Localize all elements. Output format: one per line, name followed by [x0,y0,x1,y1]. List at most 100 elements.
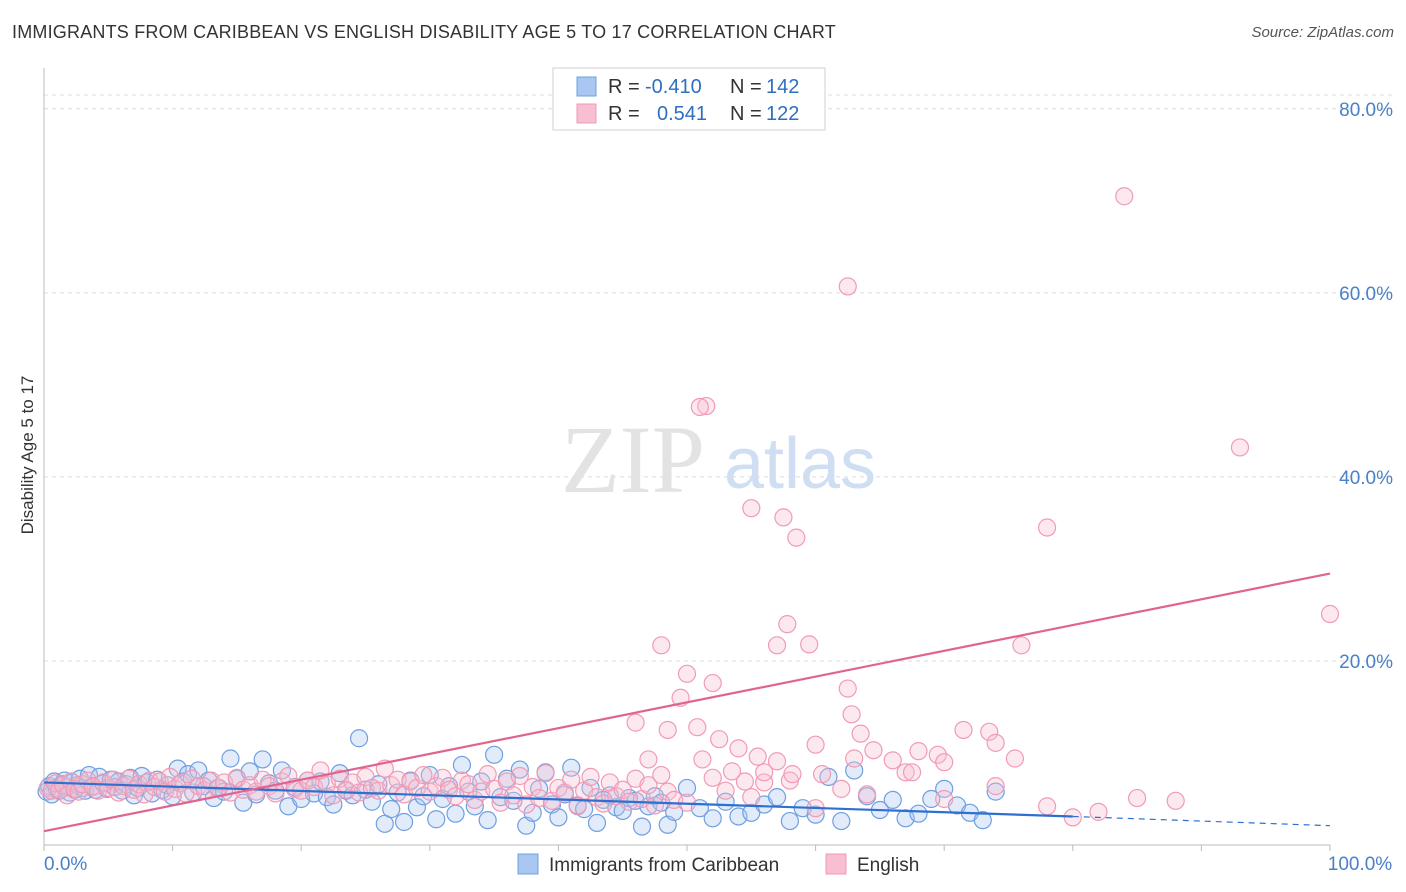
legend-swatch-english [576,103,597,124]
english-high-point-38 [980,722,999,741]
english-high-point-0 [838,277,857,296]
immigrants-point-73 [388,783,407,802]
watermark: ZIP atlas [561,406,876,513]
english-high-point-35 [864,741,883,760]
grid-lines [44,94,1392,662]
english-point-112 [755,773,774,792]
y-axis-tick-labels: 20.0% 40.0% 60.0% 80.0% [1339,100,1393,673]
english-high-point-9 [1012,636,1031,655]
immigrants-point-136 [922,789,941,809]
bottom-legend-label-english: English [857,855,919,876]
english-high-point-36 [883,751,902,770]
legend-box [552,67,826,131]
english-high-point-30 [693,750,712,769]
english-high-point-24 [806,735,825,754]
english-high-point-29 [688,718,707,737]
english-high-point-14 [652,636,671,655]
english-point-87 [549,778,568,798]
immigrants-point-87 [478,811,497,830]
immigrants-point-49 [234,793,253,812]
english-point-114 [857,785,877,804]
immigrants-point-74 [394,812,414,832]
english-point-109 [832,779,851,798]
immigrants-point-111 [632,817,652,836]
immigrants-point-124 [767,788,787,807]
immigrants-point-127 [806,805,825,824]
legend-r-value-2: 0.541 [657,103,707,125]
immigrants-point-133 [883,790,902,810]
english-high-point-27 [626,713,645,732]
english-high-point-45 [812,765,832,784]
immigrants-point-129 [832,811,851,831]
english-high-point-10 [778,615,797,634]
x-tick-label-0: 0.0% [44,854,87,875]
trend-line-immigrants [43,781,1073,818]
english-high-point-46 [851,724,870,743]
english-point-103 [652,765,671,785]
english-high-point-1 [1115,187,1134,206]
english-point-120 [1127,788,1147,808]
legend-r-label-1: R = [608,76,640,98]
english-high-point-11 [767,636,787,655]
english-high-point-6 [742,499,761,518]
english-high-point-41 [1063,808,1082,827]
x-tick-label-1: 100.0% [1328,854,1393,875]
english-point-90 [568,797,587,816]
bottom-legend-swatch-english [825,853,847,875]
bottom-legend-swatch-immigrants [517,853,539,875]
english-high-point-22 [755,763,774,782]
immigrants-point-141 [986,782,1005,801]
x-axis-ticks [43,845,1331,851]
english-high-point-39 [986,733,1005,752]
english-high-point-40 [1005,749,1025,768]
english-high-point-15 [677,664,697,683]
english-point-13 [94,773,113,792]
english-point-57 [356,767,375,787]
legend-n-label-2: N = [730,103,762,125]
immigrants-point-98 [549,808,568,827]
english-point-80 [504,786,523,805]
immigrants-point-83 [452,755,472,775]
immigrants-point-117 [677,778,697,798]
english-point-70 [439,780,459,799]
y-tick-label-0: 20.0% [1339,652,1393,673]
immigrants-point-125 [780,811,799,831]
english-point-106 [703,768,722,787]
immigrants-point-137 [935,779,954,798]
y-tick-label-1: 40.0% [1339,468,1393,489]
english-high-point-4 [697,396,716,416]
english-high-point-31 [722,762,742,781]
english-high-point-37 [902,763,922,782]
axes [43,68,1330,846]
english-point-27 [166,779,185,798]
immigrants-point-72 [382,800,401,819]
immigrants-point-47 [221,749,240,768]
immigrants-point-92 [510,760,529,779]
english-high-point-26 [845,749,864,768]
english-high-point-20 [954,720,973,740]
english-point-111 [716,781,735,800]
chart-title: IMMIGRANTS FROM CARIBBEAN VS ENGLISH DIS… [12,22,836,42]
english-point-81 [510,766,529,786]
english-point-18 [119,769,138,788]
immigrants-point-140 [973,811,992,830]
english-high-point-25 [783,765,802,784]
english-high-point-23 [928,745,947,764]
legend-n-value-1: 142 [766,76,799,98]
english-point-89 [562,770,581,789]
x-axis-tick-labels: 0.0% 100.0% [44,854,1392,875]
english-point-121 [1166,791,1185,810]
watermark-atlas: atlas [724,424,876,504]
watermark-zip: ZIP [561,406,705,513]
legend-n-value-2: 122 [766,103,799,125]
legend: R = -0.410 N = 142 R = 0.541 N = 122 [552,67,826,131]
english-high-point-18 [838,679,857,698]
english-point-116 [935,789,954,809]
english-point-66 [414,765,433,785]
english-point-118 [1037,797,1057,816]
immigrants-point-104 [587,813,607,833]
immigrants-point-52 [253,750,272,769]
legend-n-label-1: N = [730,76,762,98]
english-point-92 [581,767,600,787]
